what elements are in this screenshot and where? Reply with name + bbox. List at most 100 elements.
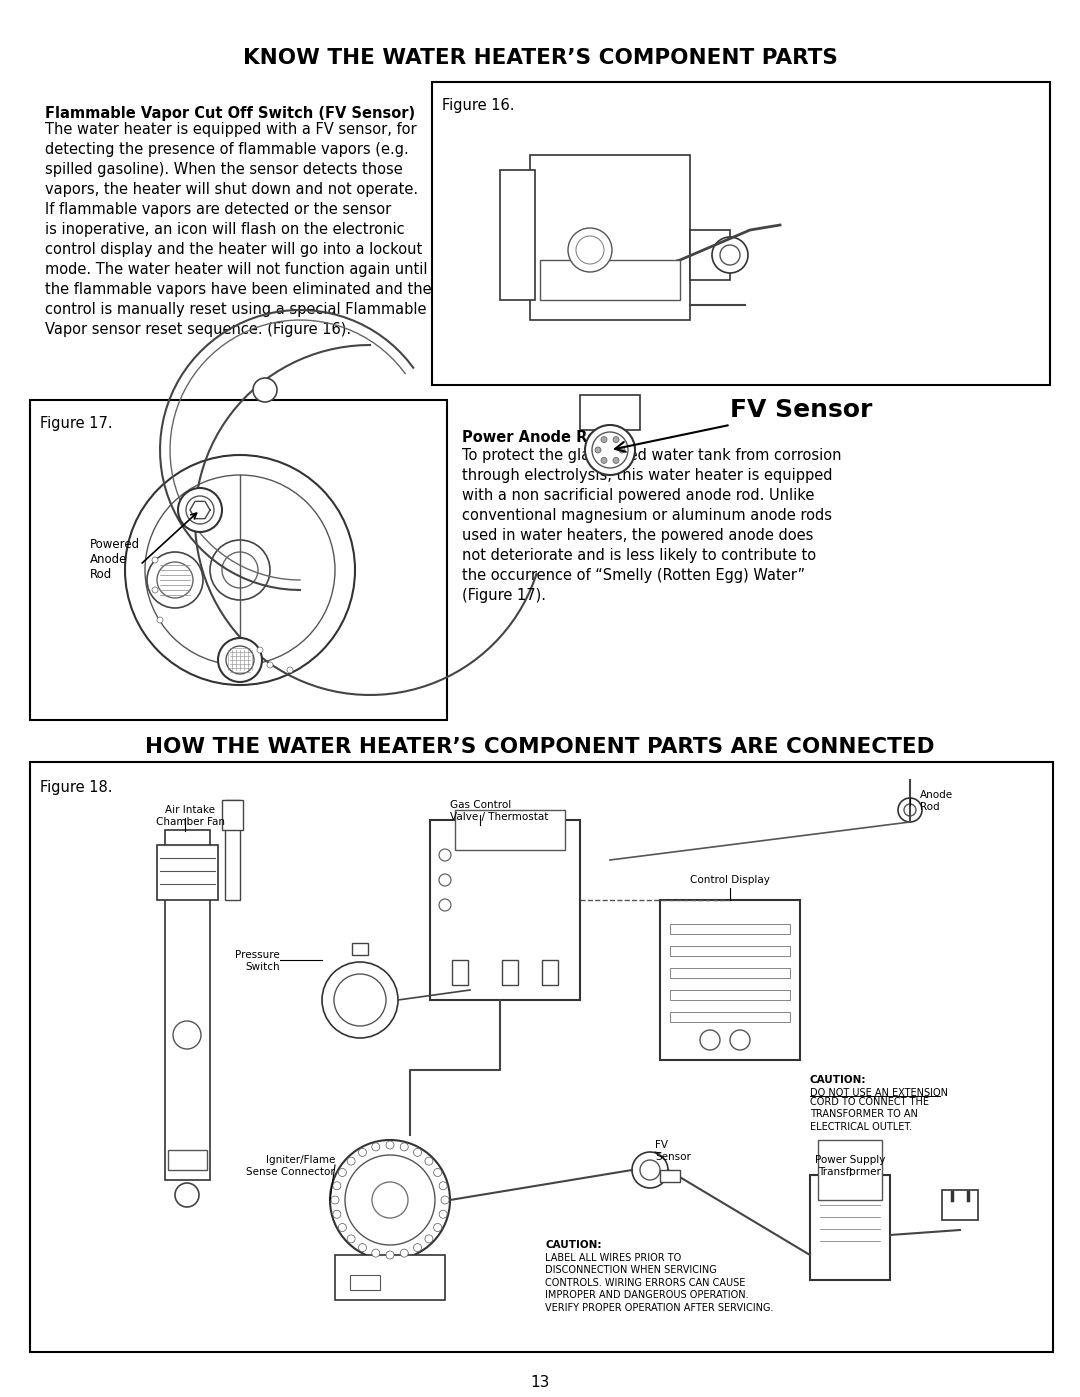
- Circle shape: [334, 974, 386, 1025]
- Circle shape: [613, 437, 619, 443]
- Bar: [455, 810, 565, 849]
- Circle shape: [330, 1140, 450, 1260]
- Text: CAUTION:: CAUTION:: [810, 1076, 866, 1085]
- Circle shape: [226, 645, 254, 673]
- Circle shape: [267, 662, 273, 668]
- Circle shape: [333, 1210, 341, 1218]
- Bar: [670, 1011, 789, 1023]
- Text: Figure 17.: Figure 17.: [40, 416, 112, 432]
- Circle shape: [333, 1182, 341, 1190]
- Circle shape: [401, 1143, 408, 1151]
- Circle shape: [386, 1141, 394, 1148]
- Circle shape: [330, 1196, 339, 1204]
- Circle shape: [441, 1196, 449, 1204]
- Bar: [335, 1255, 445, 1301]
- Text: The water heater is equipped with a FV sensor, for
detecting the presence of fla: The water heater is equipped with a FV s…: [45, 122, 432, 338]
- Circle shape: [347, 1157, 355, 1165]
- Text: DO NOT USE AN EXTENSION: DO NOT USE AN EXTENSION: [810, 1088, 948, 1098]
- Circle shape: [322, 963, 399, 1038]
- Circle shape: [568, 228, 612, 272]
- Circle shape: [125, 455, 355, 685]
- Bar: [542, 960, 558, 985]
- Text: LABEL ALL WIRES PRIOR TO
DISCONNECTION WHEN SERVICING
CONTROLS. WIRING ERRORS CA: LABEL ALL WIRES PRIOR TO DISCONNECTION W…: [545, 1253, 773, 1313]
- Circle shape: [730, 1030, 750, 1051]
- Bar: [540, 260, 680, 300]
- Circle shape: [440, 1210, 447, 1218]
- Circle shape: [401, 1249, 408, 1257]
- Circle shape: [386, 1250, 394, 1259]
- Text: Flammable Vapor Cut Off Switch (FV Sensor): Flammable Vapor Cut Off Switch (FV Senso…: [45, 106, 415, 122]
- Circle shape: [210, 541, 270, 599]
- Bar: [432, 82, 1050, 386]
- Bar: [350, 1275, 380, 1289]
- Circle shape: [178, 488, 222, 532]
- Bar: [660, 900, 800, 1060]
- Circle shape: [253, 379, 276, 402]
- Circle shape: [595, 447, 600, 453]
- Circle shape: [712, 237, 748, 272]
- Bar: [530, 155, 690, 320]
- Bar: [157, 845, 218, 900]
- Circle shape: [424, 1235, 433, 1243]
- Bar: [430, 820, 580, 1000]
- Circle shape: [640, 1160, 660, 1180]
- Circle shape: [424, 1157, 433, 1165]
- Circle shape: [632, 1153, 669, 1187]
- Circle shape: [372, 1143, 380, 1151]
- Bar: [580, 395, 640, 430]
- Circle shape: [338, 1224, 347, 1232]
- Text: Power Anode Rod: Power Anode Rod: [462, 430, 608, 446]
- Text: HOW THE WATER HEATER’S COMPONENT PARTS ARE CONNECTED: HOW THE WATER HEATER’S COMPONENT PARTS A…: [145, 738, 935, 757]
- Circle shape: [438, 900, 451, 911]
- Circle shape: [438, 849, 451, 861]
- Circle shape: [345, 1155, 435, 1245]
- Circle shape: [585, 425, 635, 475]
- Circle shape: [576, 236, 604, 264]
- Bar: [453, 960, 468, 985]
- Circle shape: [619, 447, 625, 453]
- Bar: [502, 960, 518, 985]
- Circle shape: [359, 1148, 366, 1157]
- Text: Control Display: Control Display: [690, 875, 770, 886]
- Bar: [500, 170, 535, 300]
- Circle shape: [372, 1249, 380, 1257]
- Circle shape: [440, 1182, 447, 1190]
- Bar: [670, 923, 789, 935]
- Circle shape: [359, 1243, 366, 1252]
- Text: Anode
Rod: Anode Rod: [920, 789, 954, 812]
- Circle shape: [147, 552, 203, 608]
- Circle shape: [600, 437, 607, 443]
- Circle shape: [173, 1021, 201, 1049]
- Circle shape: [414, 1148, 421, 1157]
- Text: Igniter/Flame
Sense Connector: Igniter/Flame Sense Connector: [246, 1155, 335, 1176]
- Bar: [670, 946, 789, 956]
- Bar: [818, 1140, 882, 1200]
- Circle shape: [257, 647, 264, 652]
- Circle shape: [438, 875, 451, 886]
- Text: Gas Control
Valve / Thermostat: Gas Control Valve / Thermostat: [450, 800, 549, 821]
- Circle shape: [372, 1182, 408, 1218]
- Bar: [810, 1175, 890, 1280]
- Circle shape: [218, 638, 262, 682]
- Circle shape: [152, 557, 158, 563]
- Bar: [670, 968, 789, 978]
- Circle shape: [897, 798, 922, 821]
- Circle shape: [338, 1168, 347, 1176]
- Text: KNOW THE WATER HEATER’S COMPONENT PARTS: KNOW THE WATER HEATER’S COMPONENT PARTS: [243, 47, 837, 68]
- Circle shape: [434, 1168, 442, 1176]
- Circle shape: [175, 1183, 199, 1207]
- Circle shape: [222, 552, 258, 588]
- Text: Air Intake
Chamber Fan: Air Intake Chamber Fan: [156, 805, 225, 827]
- Circle shape: [287, 666, 293, 673]
- Circle shape: [347, 1235, 355, 1243]
- Bar: [660, 1171, 680, 1182]
- Bar: [168, 1150, 207, 1171]
- Circle shape: [145, 475, 335, 665]
- Text: CAUTION:: CAUTION:: [545, 1241, 602, 1250]
- Text: Power Supply
Transformer: Power Supply Transformer: [814, 1155, 886, 1176]
- Text: 13: 13: [530, 1375, 550, 1390]
- Circle shape: [700, 1030, 720, 1051]
- Text: Pressure
Switch: Pressure Switch: [235, 950, 280, 971]
- Text: Figure 18.: Figure 18.: [40, 780, 112, 795]
- Bar: [165, 830, 210, 1180]
